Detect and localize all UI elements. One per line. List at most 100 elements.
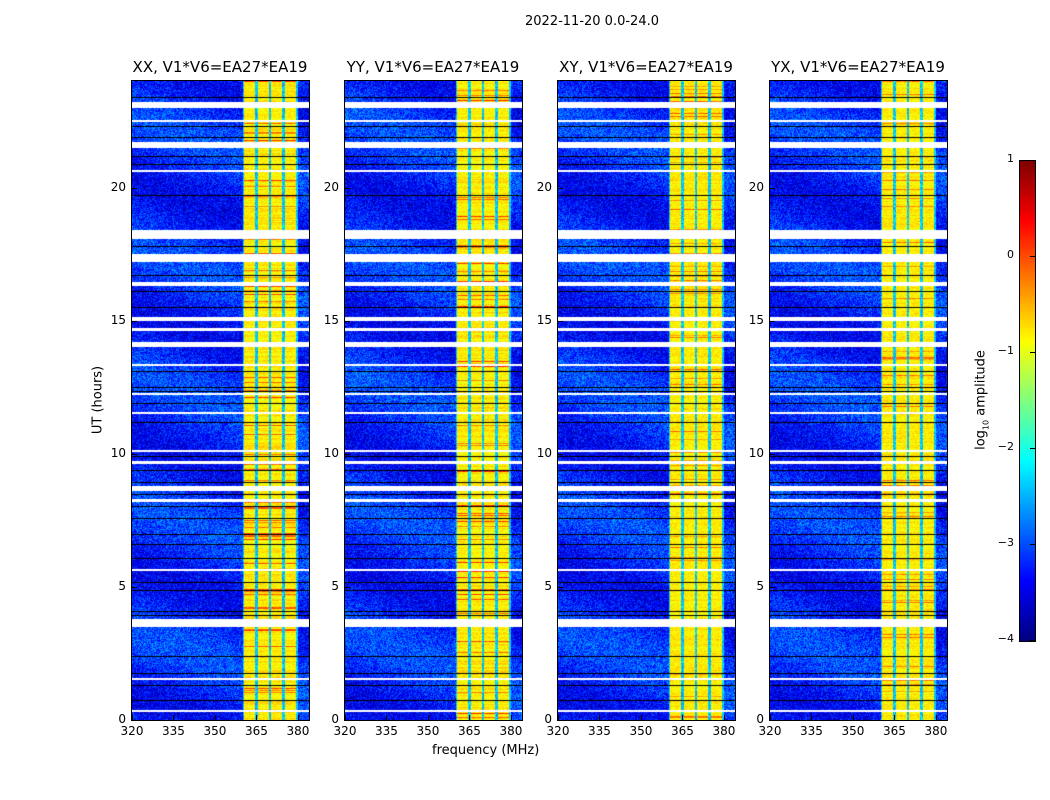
y-tick-label: 10 (323, 445, 339, 460)
y-tick (345, 720, 350, 721)
panel-title: YX, V1*V6=EA27*EA19 (771, 58, 945, 76)
x-tick (935, 715, 937, 720)
colorbar-tick (1030, 640, 1035, 641)
y-tick (132, 187, 137, 189)
colorbar-label: log10 amplitude (973, 350, 991, 450)
x-tick (599, 715, 601, 720)
x-tick-label: 350 (841, 724, 865, 738)
x-tick-label: 365 (671, 724, 694, 738)
y-axis-label: UT (hours) (90, 365, 106, 435)
y-tick (558, 586, 563, 588)
y-tick-label: 10 (110, 445, 126, 460)
heatmap-panel-2 (557, 80, 736, 721)
y-tick (558, 720, 563, 721)
y-tick (770, 586, 775, 588)
x-tick-label: 320 (120, 724, 144, 738)
colorbar-tick (1030, 544, 1035, 545)
x-tick (173, 715, 175, 720)
heatmap-canvas (770, 81, 947, 720)
y-tick (770, 720, 775, 721)
x-tick-label: 365 (883, 724, 906, 738)
x-tick (770, 715, 771, 720)
x-tick-label: 350 (203, 724, 227, 738)
x-tick (256, 715, 258, 720)
x-tick-label: 365 (458, 724, 481, 738)
colorbar-tick (1030, 256, 1035, 257)
colorbar-tick-label: 0 (1007, 248, 1014, 261)
panel-title: XX, V1*V6=EA27*EA19 (132, 58, 308, 76)
heatmap-canvas (558, 81, 735, 720)
x-tick-label: 335 (588, 724, 611, 738)
x-tick (640, 715, 642, 720)
heatmap-panel-3 (769, 80, 948, 721)
x-tick (469, 715, 471, 720)
colorbar-tick-label: −1 (997, 344, 1014, 357)
y-tick-label: 20 (110, 179, 126, 194)
y-tick-label: 20 (536, 179, 552, 194)
y-tick-label: 15 (323, 312, 339, 327)
y-tick (770, 320, 775, 322)
y-tick-label: 15 (748, 312, 764, 327)
x-axis-label: frequency (MHz) (432, 743, 540, 758)
y-tick (345, 320, 350, 322)
chart-title: 2022-11-20 0.0-24.0 (525, 14, 659, 29)
y-tick-label: 10 (748, 445, 764, 460)
x-tick-label: 350 (416, 724, 440, 738)
colorbar-tick (1030, 352, 1035, 353)
x-tick (723, 715, 725, 720)
colorbar-tick-label: −3 (997, 536, 1014, 549)
x-tick-label: 335 (800, 724, 823, 738)
y-tick (770, 453, 775, 455)
x-tick (297, 715, 299, 720)
x-tick (132, 715, 133, 720)
colorbar-gradient (1020, 161, 1035, 641)
y-tick-label: 15 (110, 312, 126, 327)
x-tick-label: 380 (499, 724, 523, 738)
x-tick (682, 715, 684, 720)
x-tick (852, 715, 854, 720)
y-tick-label: 0 (118, 712, 126, 726)
panel-title: XY, V1*V6=EA27*EA19 (559, 58, 733, 76)
heatmap-canvas (345, 81, 522, 720)
colorbar-tick (1030, 160, 1035, 161)
y-tick-label: 0 (544, 712, 552, 726)
heatmap-panel-1 (344, 80, 523, 721)
y-tick-label: 5 (331, 578, 339, 593)
x-tick (386, 715, 388, 720)
heatmap-canvas (132, 81, 309, 720)
panel-title: YY, V1*V6=EA27*EA19 (346, 58, 520, 76)
y-tick-label: 5 (756, 578, 764, 593)
colorbar-tick-label: 1 (1007, 152, 1014, 165)
y-tick-label: 20 (748, 179, 764, 194)
y-tick-label: 20 (323, 179, 339, 194)
colorbar-tick-label: −2 (997, 440, 1014, 453)
x-tick-label: 320 (758, 724, 782, 738)
y-tick (558, 187, 563, 189)
y-tick-label: 15 (536, 312, 552, 327)
y-tick (345, 586, 350, 588)
x-tick (214, 715, 216, 720)
y-tick (558, 453, 563, 455)
y-tick (770, 187, 775, 189)
x-tick-label: 365 (245, 724, 268, 738)
x-tick (894, 715, 896, 720)
y-tick (558, 320, 563, 322)
x-tick (558, 715, 559, 720)
x-tick (345, 715, 346, 720)
x-tick-label: 350 (629, 724, 653, 738)
colorbar-tick (1030, 448, 1035, 449)
y-tick-label: 5 (544, 578, 552, 593)
x-tick-label: 320 (546, 724, 570, 738)
y-tick (345, 187, 350, 189)
y-tick (132, 720, 137, 721)
colorbar-tick-label: −4 (997, 632, 1014, 645)
x-tick (510, 715, 512, 720)
x-tick-label: 335 (162, 724, 185, 738)
colorbar (1019, 160, 1036, 642)
x-tick-label: 335 (375, 724, 398, 738)
x-tick-label: 380 (712, 724, 736, 738)
y-tick (132, 453, 137, 455)
x-tick-label: 380 (286, 724, 310, 738)
y-tick-label: 0 (331, 712, 339, 726)
